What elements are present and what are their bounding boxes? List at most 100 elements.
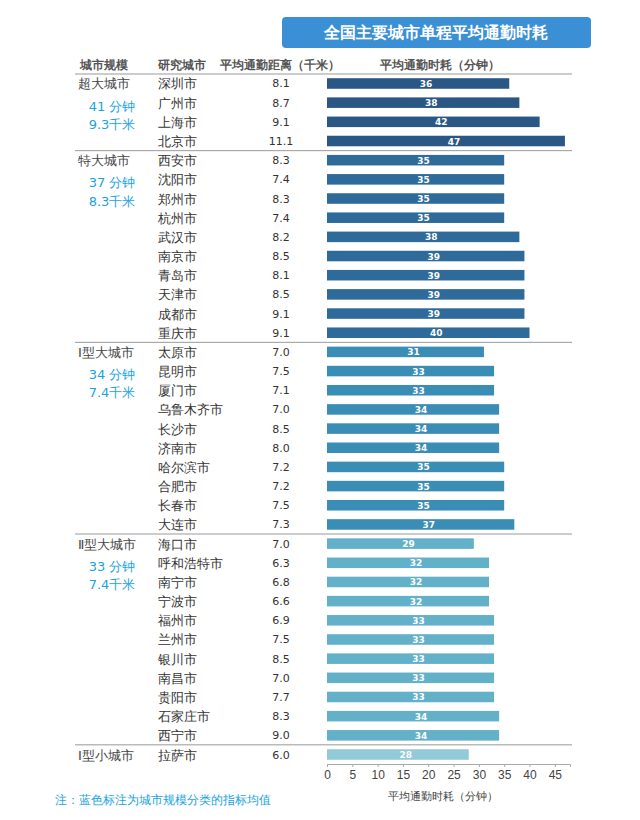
distance-value: 7.0 xyxy=(272,538,290,551)
distance-value: 9.1 xyxy=(272,327,290,340)
distance-value: 8.3 xyxy=(272,154,290,167)
bar xyxy=(327,270,524,281)
city-label: 天津市 xyxy=(158,287,197,302)
data-label: 28 xyxy=(400,750,413,760)
bar xyxy=(327,653,494,664)
city-label: 石家庄市 xyxy=(158,709,210,724)
group-separator xyxy=(75,150,572,151)
bar xyxy=(327,385,494,396)
data-label: 33 xyxy=(412,616,425,626)
tick-label: 40 xyxy=(523,768,537,782)
city-label: 西宁市 xyxy=(158,728,197,743)
bar xyxy=(327,193,504,204)
data-label: 33 xyxy=(412,635,425,645)
tick: 10 xyxy=(371,764,385,782)
distance-value: 7.7 xyxy=(272,691,290,704)
distance-value: 8.3 xyxy=(272,710,290,723)
tick: 20 xyxy=(422,764,436,782)
city-label: 北京市 xyxy=(158,134,197,149)
distance-value: 8.1 xyxy=(272,269,290,282)
data-label: 33 xyxy=(412,673,425,683)
city-label: 长春市 xyxy=(158,498,197,513)
city-label: 沈阳市 xyxy=(158,172,197,187)
group-mean-time: 37 分钟 xyxy=(89,175,136,190)
group-label: 特大城市 xyxy=(78,153,130,168)
distance-value: 7.1 xyxy=(272,384,290,397)
group-mean-distance: 7.4千米 xyxy=(89,385,136,400)
data-labels: 3638424735353535383939393940313333343434… xyxy=(400,79,461,760)
data-label: 35 xyxy=(417,462,430,472)
city-label: 重庆市 xyxy=(158,326,197,341)
group-mean-distance: 8.3千米 xyxy=(89,194,136,209)
bar xyxy=(327,232,519,243)
x-axis: 051015202530354045 xyxy=(324,764,570,782)
distance-value: 8.5 xyxy=(272,250,290,263)
city-label: 南宁市 xyxy=(158,575,197,590)
data-label: 35 xyxy=(417,194,430,204)
city-label: 乌鲁木齐市 xyxy=(158,402,223,417)
group-label: Ⅰ型小城市 xyxy=(78,748,134,763)
bar xyxy=(327,596,489,607)
bar xyxy=(327,366,494,377)
group-mean-time: 34 分钟 xyxy=(89,367,136,382)
bar xyxy=(327,251,524,262)
distance-value: 7.0 xyxy=(272,403,290,416)
data-label: 32 xyxy=(410,558,423,568)
tick-label: 20 xyxy=(422,768,436,782)
tick-label: 25 xyxy=(447,768,461,782)
bar xyxy=(327,155,504,166)
data-label: 33 xyxy=(412,654,425,664)
group-label: Ⅰ型大城市 xyxy=(78,345,134,360)
bar xyxy=(327,673,494,684)
group-separator xyxy=(75,342,572,343)
x-axis-title: 平均通勤时耗（分钟） xyxy=(388,790,498,803)
bar xyxy=(327,462,504,473)
city-label: 拉萨市 xyxy=(158,748,197,763)
bar xyxy=(327,97,519,108)
bar xyxy=(327,442,499,453)
city-label: 郑州市 xyxy=(158,192,197,207)
distance-value: 11.1 xyxy=(269,135,294,148)
city-label: 青岛市 xyxy=(158,268,197,283)
group-mean-time: 41 分钟 xyxy=(89,99,136,114)
data-label: 35 xyxy=(417,156,430,166)
data-label: 37 xyxy=(422,520,435,530)
bar xyxy=(327,117,540,128)
group-label: 超大城市 xyxy=(78,76,130,91)
bar xyxy=(327,615,494,626)
note: 注：蓝色标注为城市规模分类的指标均值 xyxy=(55,793,271,807)
chart: 全国主要城市单程平均通勤时耗城市规模研究城市平均通勤距离（千米）平均通勤时耗（分… xyxy=(0,0,640,820)
data-label: 39 xyxy=(427,271,440,281)
bar xyxy=(327,634,494,645)
bar xyxy=(327,212,504,223)
bar xyxy=(327,500,504,511)
distance-value: 8.5 xyxy=(272,288,290,301)
group-separator xyxy=(75,74,572,75)
city-label: 成都市 xyxy=(158,307,197,322)
group-mean-time: 33 分钟 xyxy=(89,559,136,574)
distance-value: 7.0 xyxy=(272,346,290,359)
distance-value: 8.2 xyxy=(272,231,290,244)
city-label: 呼和浩特市 xyxy=(158,556,223,571)
group-mean-distance: 7.4千米 xyxy=(89,577,136,592)
data-label: 42 xyxy=(435,117,448,127)
city-label: 武汉市 xyxy=(158,230,197,245)
column-header: 平均通勤距离（千米） xyxy=(219,58,340,72)
data-label: 29 xyxy=(402,539,415,549)
city-label: 昆明市 xyxy=(158,364,197,379)
data-label: 32 xyxy=(410,577,423,587)
data-label: 32 xyxy=(410,597,423,607)
bar xyxy=(327,404,499,415)
city-label: 太原市 xyxy=(158,345,197,360)
data-label: 47 xyxy=(448,137,461,147)
city-label: 杭州市 xyxy=(157,211,197,226)
bar xyxy=(327,692,494,703)
title-box xyxy=(282,17,591,48)
bar xyxy=(327,711,499,722)
data-label: 33 xyxy=(412,692,425,702)
data-label: 35 xyxy=(417,213,430,223)
group-mean-distance: 9.3千米 xyxy=(89,117,136,132)
data-label: 33 xyxy=(412,367,425,377)
data-label: 36 xyxy=(420,79,433,89)
bar xyxy=(327,749,469,760)
